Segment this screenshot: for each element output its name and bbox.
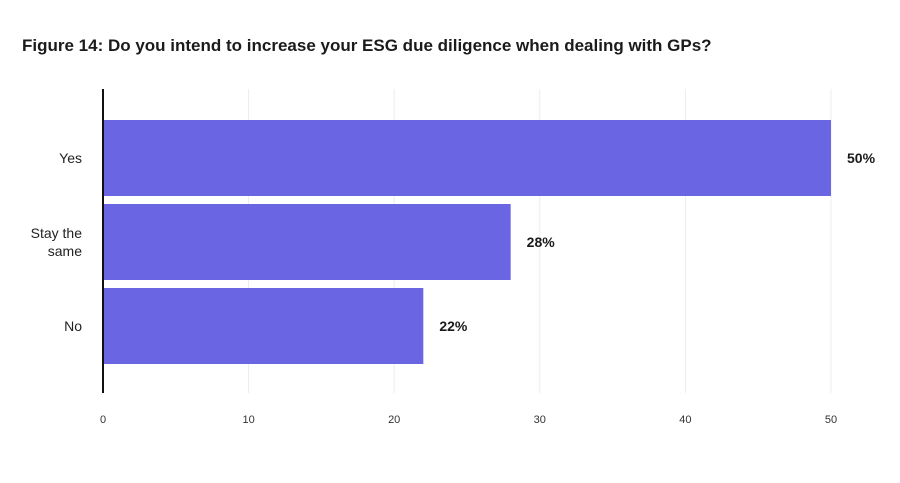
chart-title: Figure 14: Do you intend to increase you… xyxy=(22,36,712,55)
x-tick-label: 50 xyxy=(825,414,837,426)
category-labels: Yes Stay the same No xyxy=(31,150,83,334)
bars xyxy=(103,120,831,364)
bar xyxy=(103,288,424,364)
category-label: Yes xyxy=(59,150,82,166)
category-label: Stay the same xyxy=(31,225,83,259)
x-tick-label: 30 xyxy=(534,414,546,426)
x-tick-label: 10 xyxy=(242,414,254,426)
value-label: 22% xyxy=(439,318,468,334)
bar xyxy=(103,204,511,280)
value-labels: 50% 28% 22% xyxy=(439,150,875,334)
x-tick-label: 20 xyxy=(388,414,400,426)
x-tick-label: 0 xyxy=(100,414,106,426)
x-tick-label: 40 xyxy=(679,414,691,426)
x-tick-labels: 0 10 20 30 40 50 xyxy=(100,414,837,426)
category-label: No xyxy=(64,318,82,334)
value-label: 50% xyxy=(847,150,876,166)
value-label: 28% xyxy=(527,234,556,250)
bar xyxy=(103,120,831,196)
